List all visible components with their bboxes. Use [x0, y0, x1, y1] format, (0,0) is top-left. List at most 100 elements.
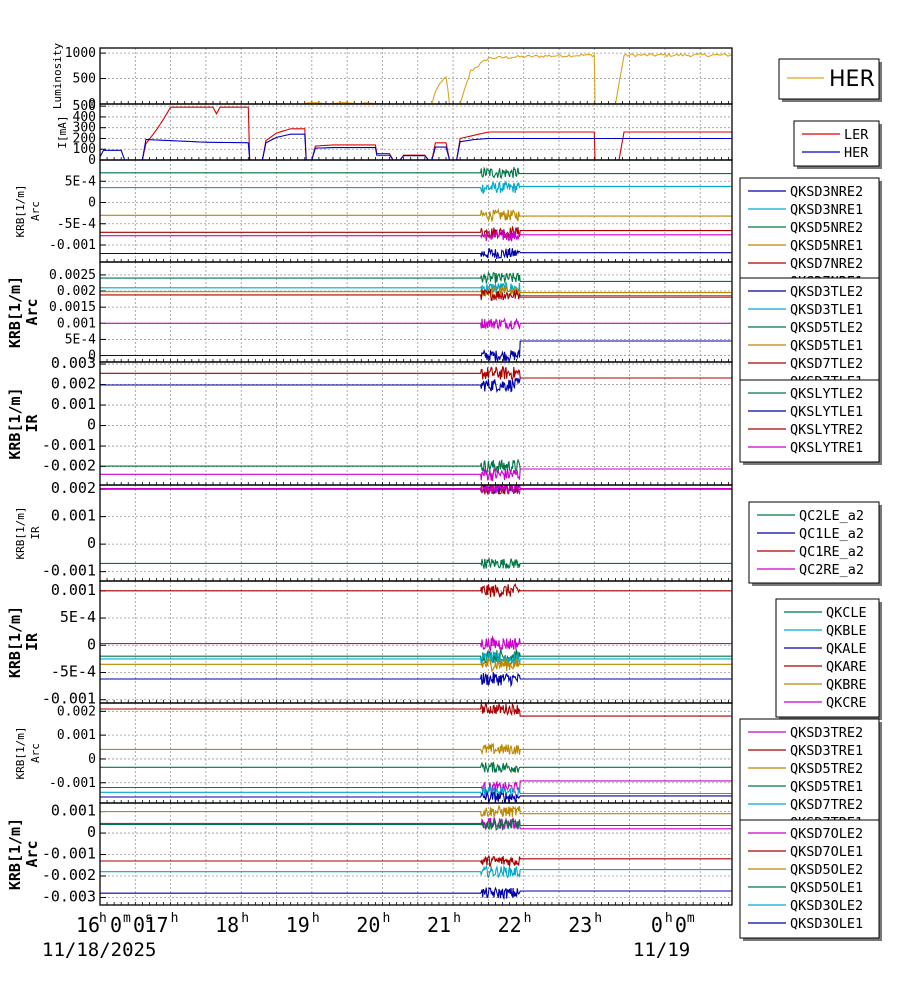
legend-current: LER HER — [793, 120, 882, 169]
legend-label: QKSD5TRE2 — [790, 761, 863, 777]
legend-box — [778, 58, 880, 100]
series-line-qkare — [100, 582, 732, 598]
x-tick-label-unit: h — [594, 911, 602, 926]
legend-label: QKALE — [826, 641, 867, 657]
legend-label: QC2RE_a2 — [799, 562, 864, 578]
legend-box — [739, 379, 880, 463]
legend-box — [739, 819, 880, 939]
series-line-qksd7nre2 — [100, 225, 732, 240]
y-tick-label: -0.001 — [42, 562, 96, 580]
y-tick-label: 0.0025 — [49, 268, 96, 283]
series-line-qksd3tre1 — [100, 703, 732, 717]
x-date-next: 11/19 — [633, 939, 690, 961]
legend-label: QKSD7OLE1 — [790, 844, 863, 860]
series-line-qkcle — [100, 648, 732, 664]
legend-label: QKSD3NRE1 — [790, 202, 863, 218]
series-line-ler — [100, 106, 732, 160]
series-line-qc2re_a2 — [100, 485, 732, 496]
y-tick-label: 0.002 — [57, 284, 96, 299]
x-tick-label-start-suffix: m — [123, 911, 131, 926]
legend-label: QKSLYTRE2 — [790, 422, 863, 438]
series-line-qksd3tle2 — [100, 340, 732, 362]
series-line-qkslytre1 — [100, 467, 732, 482]
series-line-qkbre — [100, 657, 732, 672]
y-tick-label: 0 — [88, 752, 96, 767]
y-tick-label: 0.002 — [51, 479, 96, 497]
y-tick-label: 100 — [73, 142, 96, 157]
series-line-qksd3ole1 — [100, 886, 732, 901]
legend-label: QKSD7TRE2 — [790, 797, 863, 813]
x-tick-label-unit: h — [312, 911, 320, 926]
x-tick-label: 18 — [215, 913, 239, 937]
y-tick-label: 0 — [87, 416, 96, 434]
y-tick-label: 0 — [87, 635, 96, 653]
y-tick-label: -0.002 — [42, 457, 96, 475]
time-axis: 16h 0 m 0 s17 h 18 h 19 h 20 h 21 h 22 h 23 h 0 h 0 m11/18/20… — [42, 911, 695, 961]
y-axis-label-secondary: Arc — [23, 840, 41, 867]
y-tick-label: 0 — [88, 97, 96, 112]
legend-box — [739, 177, 880, 297]
y-axis-label-secondary: Arc — [29, 201, 42, 221]
panel-arc3: 0.002 0.001 0 -0.001 KRB[1/m] Arc — [14, 702, 733, 804]
x-tick-label-midnight: 0 — [675, 913, 687, 937]
y-axis-label-secondary: IR — [23, 414, 41, 433]
legend-label: HER — [844, 145, 869, 161]
y-tick-label: 1000 — [65, 46, 96, 61]
legend-label: QKSD3TLE2 — [790, 284, 863, 300]
series-line-qksd7ole2 — [100, 815, 732, 831]
panel-ir2: 0.002 0.001 0 -0.001 KRB[1/m] IR — [14, 479, 733, 582]
legend-luminosity: HER — [778, 58, 882, 102]
x-tick-label-start-suffix: 0 — [110, 913, 122, 937]
y-tick-label: 200 — [73, 131, 96, 146]
y-tick-label: 0.003 — [51, 354, 96, 372]
series-line-her — [100, 52, 732, 104]
series-line-qksd7tle2 — [100, 288, 732, 302]
legend-box — [775, 598, 880, 718]
series-line-her — [100, 133, 732, 160]
series-line-qksd3tre2 — [100, 779, 732, 795]
x-tick-label-start-suffix: 0 — [133, 913, 145, 937]
legend-box — [739, 718, 880, 838]
legend-label: QKSD5OLE1 — [790, 880, 863, 896]
legend-label: QKSD5NRE1 — [790, 238, 863, 254]
legend-label: LER — [844, 127, 869, 143]
panel-frame — [99, 580, 733, 704]
series-line-qksd7tle1 — [100, 317, 732, 331]
y-axis-label-secondary: Arc — [29, 743, 42, 763]
legend-label: QKARE — [826, 659, 867, 675]
legend-label: QC1RE_a2 — [799, 544, 864, 560]
series-line-qc1re_a2 — [100, 485, 732, 496]
y-axis-label-secondary: IR — [23, 632, 41, 651]
legend-ir2: QC2LE_a2 QC1LE_a2 QC1RE_a2 QC2RE_a2 — [748, 501, 882, 586]
y-axis-label: KRB[1/m] — [14, 727, 27, 780]
series-line-qksd5tre1 — [100, 761, 732, 774]
y-tick-label: 0.002 — [57, 704, 96, 719]
panel-arc4: 0.001 0 -0.001 -0.002 -0.003 KRB[1/m] Arc — [6, 802, 733, 906]
y-tick-label: 0.001 — [57, 728, 96, 743]
series-line-qksd5nre2 — [100, 166, 732, 180]
panel-ir1: 0.003 0.002 0.001 0 -0.001 -0.002 KRB[1/m] IR — [6, 354, 733, 486]
legend-label: QC2LE_a2 — [799, 508, 864, 524]
legend-label: QKSD3TRE1 — [790, 743, 863, 759]
x-tick-label-unit: h — [453, 911, 461, 926]
series-line-qksd5tle2 — [100, 271, 732, 284]
legend-label: QKSLYTLE1 — [790, 404, 863, 420]
series-line-qkslytre2 — [100, 366, 732, 381]
series-line-qkcre — [100, 635, 732, 653]
legend-label: QKSD7OLE2 — [790, 826, 863, 842]
series-line-qksd5ole1 — [100, 817, 732, 831]
legend-label: QKSD5TLE2 — [790, 320, 863, 336]
x-tick-label: 21 — [427, 913, 451, 937]
y-axis-label: Luminosity — [51, 43, 64, 110]
y-axis-label: KRB[1/m] — [14, 507, 27, 560]
y-tick-label: -5E-4 — [57, 217, 96, 232]
y-tick-label: 500 — [73, 72, 96, 87]
x-tick-label-start: 16 — [76, 913, 100, 937]
legend-label: QKSD3OLE1 — [790, 916, 863, 932]
legend-label: QKSLYTRE1 — [790, 440, 863, 456]
legend-label: QKSD5NRE2 — [790, 220, 863, 236]
y-tick-label: 0.0015 — [49, 300, 96, 315]
y-tick-label: -0.001 — [42, 845, 96, 863]
